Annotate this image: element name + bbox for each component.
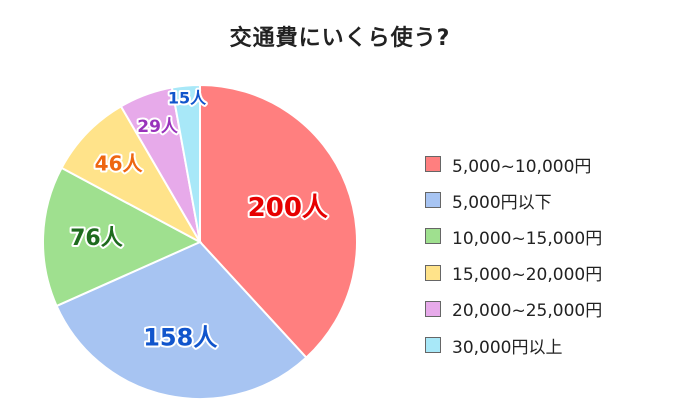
legend-label: 20,000~25,000円: [452, 301, 603, 322]
pie-slice: [60, 104, 203, 245]
slice-data-label: 158人: [143, 323, 217, 351]
slice-data-label: 76人: [70, 226, 123, 251]
legend-label: 10,000~15,000円: [452, 228, 603, 249]
slice-data-label: 46人: [95, 152, 144, 176]
slice-data-label: 15人: [168, 89, 207, 108]
legend-label: 5,000円以下: [452, 192, 552, 213]
chart-title: 交通費にいくら使う?: [229, 26, 451, 51]
legend-swatch: [425, 156, 441, 173]
legend-item: 20,000~25,000円: [425, 291, 602, 327]
legend-item: 30,000円以上: [425, 327, 602, 363]
legend-swatch: [425, 192, 441, 209]
legend-swatch: [425, 337, 441, 354]
legend-item: 5,000円以下: [425, 182, 602, 218]
legend-label: 30,000円以上: [452, 337, 563, 358]
slice-data-label: 29人: [137, 117, 179, 137]
pie-slice: [42, 166, 203, 308]
chart-legend: 5,000~10,000円 5,000円以下 10,000~15,000円 15,00…: [425, 146, 602, 363]
pie-data-labels: 200人 158人 76人 46人 29人 15人: [68, 87, 330, 354]
legend-label: 5,000~10,000円: [452, 156, 592, 177]
pie-slice: [170, 83, 201, 243]
slice-data-label: 200人: [248, 193, 328, 223]
legend-swatch: [425, 228, 441, 245]
legend-item: 15,000~20,000円: [425, 255, 602, 291]
legend-item: 10,000~15,000円: [425, 218, 602, 254]
pie-slice: [199, 83, 358, 359]
pie-slice: [55, 240, 308, 400]
legend-label: 15,000~20,000円: [452, 265, 603, 286]
legend-item: 5,000~10,000円: [425, 146, 602, 182]
legend-swatch: [425, 300, 441, 317]
legend-swatch: [425, 264, 441, 281]
pie-slices: [42, 83, 358, 400]
